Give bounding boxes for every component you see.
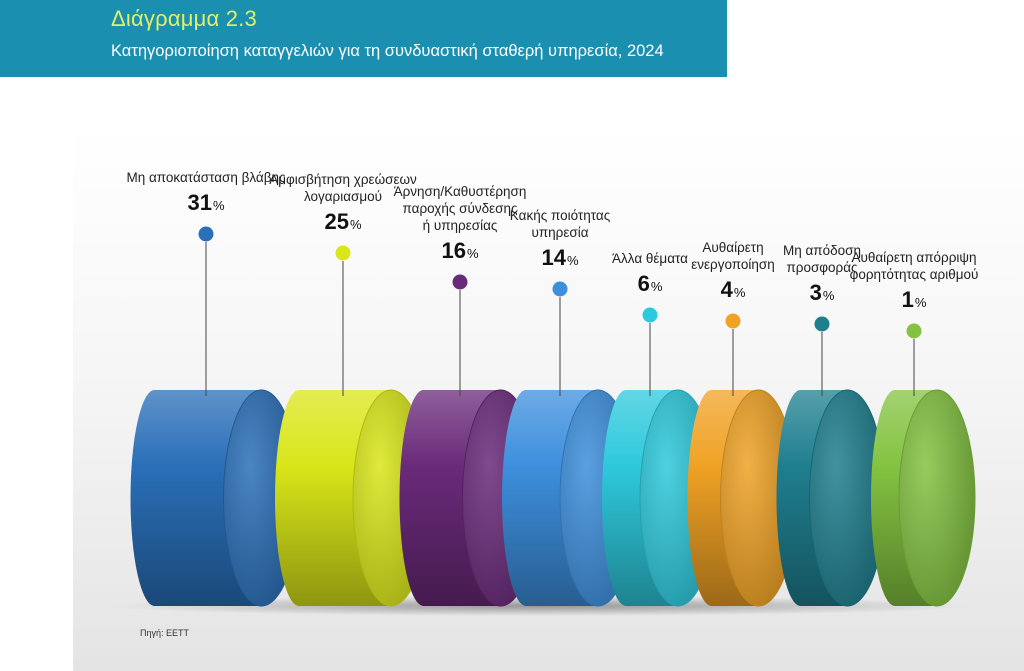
source-note: Πηγή: ΕΕΤΤ <box>140 628 190 638</box>
chart-title: Διάγραμμα 2.3 <box>111 6 257 31</box>
category-label-3-line-2: παροχής σύνδεσης <box>403 201 518 216</box>
category-label-5-line-1: Άλλα θέματα <box>612 251 688 266</box>
chart-subtitle: Κατηγοριοποίηση καταγγελιών για τη συνδυ… <box>111 42 664 60</box>
category-label-6-line-2: ενεργοποίηση <box>691 257 775 272</box>
value-label-7: 3% <box>810 280 835 305</box>
category-label-2-line-2: λογαριασμού <box>304 189 382 204</box>
category-label-6-line-1: Αυθαίρετη <box>702 240 763 255</box>
value-label-2: 25% <box>324 209 361 234</box>
category-label-7-line-1: Μη απόδοση <box>783 243 861 258</box>
marker-dot-6 <box>725 313 741 329</box>
category-label-8-line-1: Αυθαίρετη απόρριψη <box>851 250 976 265</box>
value-label-8: 1% <box>902 287 927 312</box>
category-label-3-line-1: Άρνηση/Καθυστέρηση <box>394 184 527 199</box>
marker-dot-5 <box>642 307 658 323</box>
category-label-8-line-2: φορητότητας αριθμού <box>850 267 979 282</box>
value-label-5: 6% <box>638 271 663 296</box>
value-label-4: 14% <box>541 245 578 270</box>
category-label-1-line-1: Μη αποκατάσταση βλάβης <box>126 170 286 185</box>
cylinder-1 <box>130 389 300 607</box>
chart-header: Διάγραμμα 2.3 Κατηγοριοποίηση καταγγελιώ… <box>0 0 727 77</box>
marker-dot-2 <box>335 245 351 261</box>
value-label-6: 4% <box>721 277 746 302</box>
cylinder-7 <box>776 389 886 607</box>
category-label-2-line-1: Αμφισβήτηση χρεώσεων <box>269 172 417 187</box>
value-label-1: 31% <box>187 190 224 215</box>
marker-dot-8 <box>906 323 922 339</box>
marker-dot-3 <box>452 274 468 290</box>
value-label-3: 16% <box>441 238 478 263</box>
cylinder-8 <box>871 389 976 607</box>
category-label-4-line-1: Κακής ποιότητας <box>510 208 611 223</box>
category-label-3-line-3: ή υπηρεσίας <box>423 218 498 233</box>
marker-dot-7 <box>814 316 830 332</box>
marker-dot-1 <box>198 226 214 242</box>
marker-dot-4 <box>552 281 568 297</box>
category-label-7-line-2: προσφοράς <box>786 260 858 275</box>
category-label-4-line-2: υπηρεσία <box>531 225 588 240</box>
